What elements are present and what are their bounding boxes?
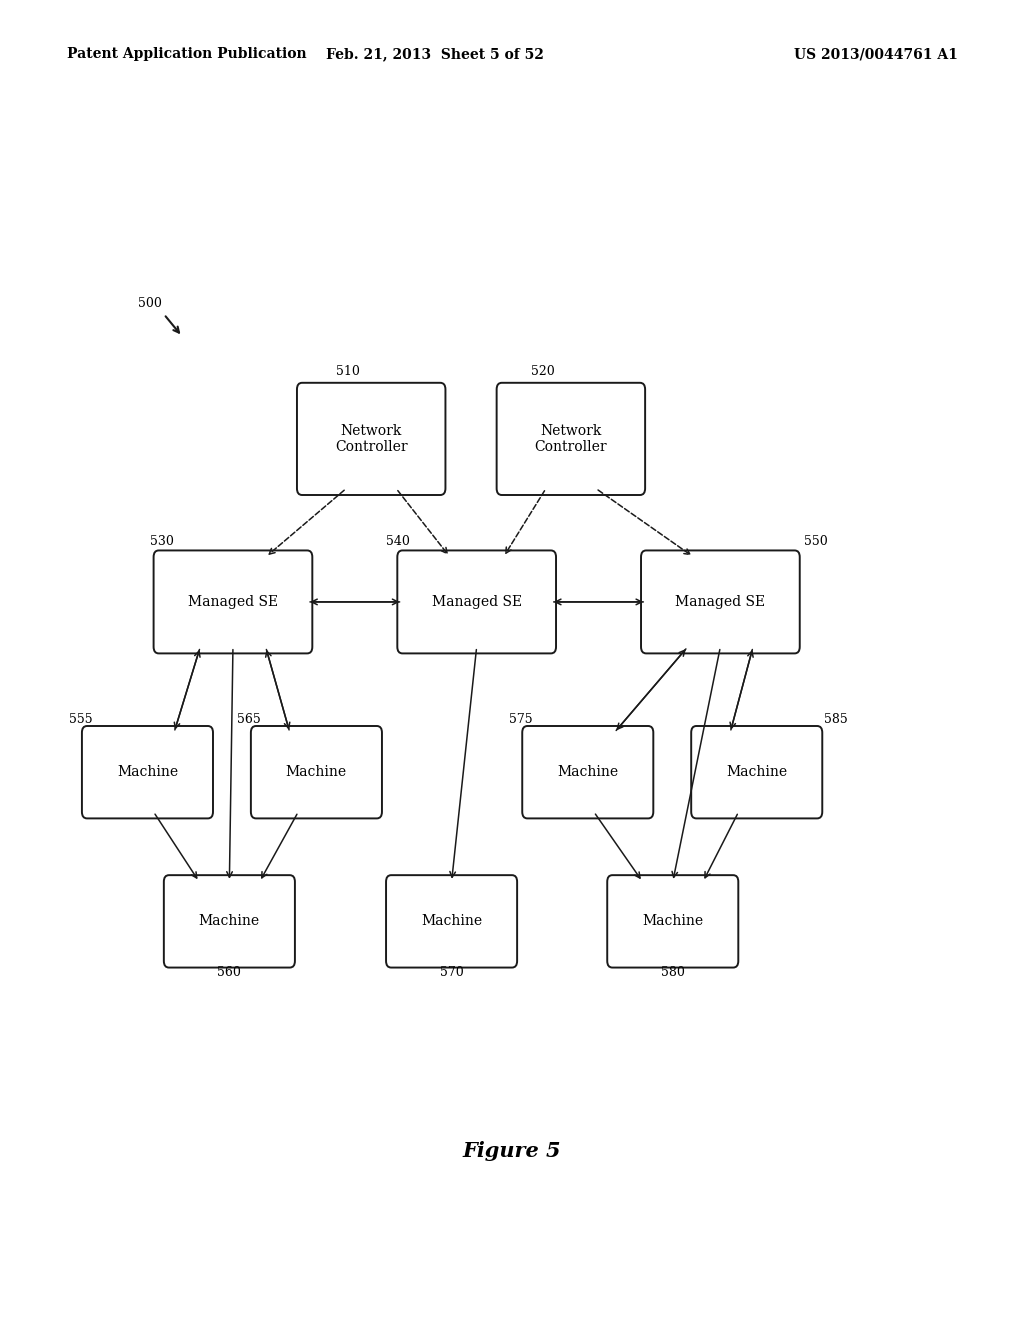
Text: 580: 580	[660, 966, 685, 979]
Text: Machine: Machine	[421, 915, 482, 928]
FancyBboxPatch shape	[522, 726, 653, 818]
FancyBboxPatch shape	[397, 550, 556, 653]
Text: Machine: Machine	[199, 915, 260, 928]
Text: 540: 540	[386, 535, 410, 548]
FancyBboxPatch shape	[641, 550, 800, 653]
FancyBboxPatch shape	[154, 550, 312, 653]
FancyBboxPatch shape	[82, 726, 213, 818]
FancyBboxPatch shape	[164, 875, 295, 968]
Text: Feb. 21, 2013  Sheet 5 of 52: Feb. 21, 2013 Sheet 5 of 52	[327, 48, 544, 61]
FancyBboxPatch shape	[386, 875, 517, 968]
Text: 550: 550	[804, 535, 827, 548]
Text: Patent Application Publication: Patent Application Publication	[67, 48, 306, 61]
Text: 560: 560	[217, 966, 242, 979]
FancyBboxPatch shape	[607, 875, 738, 968]
Text: 500: 500	[138, 297, 162, 310]
Text: 555: 555	[69, 713, 92, 726]
Text: Machine: Machine	[726, 766, 787, 779]
Text: 520: 520	[530, 364, 555, 378]
Text: Managed SE: Managed SE	[675, 595, 766, 609]
FancyBboxPatch shape	[497, 383, 645, 495]
Text: 530: 530	[151, 535, 174, 548]
Text: Machine: Machine	[117, 766, 178, 779]
Text: 585: 585	[824, 713, 848, 726]
Text: 565: 565	[238, 713, 261, 726]
Text: US 2013/0044761 A1: US 2013/0044761 A1	[794, 48, 957, 61]
Text: Machine: Machine	[557, 766, 618, 779]
FancyBboxPatch shape	[297, 383, 445, 495]
FancyBboxPatch shape	[691, 726, 822, 818]
Text: 510: 510	[336, 364, 360, 378]
Text: 575: 575	[509, 713, 532, 726]
Text: Machine: Machine	[642, 915, 703, 928]
Text: Figure 5: Figure 5	[463, 1140, 561, 1162]
Text: Machine: Machine	[286, 766, 347, 779]
Text: Managed SE: Managed SE	[187, 595, 279, 609]
Text: Network
Controller: Network Controller	[335, 424, 408, 454]
FancyBboxPatch shape	[251, 726, 382, 818]
Text: Network
Controller: Network Controller	[535, 424, 607, 454]
Text: Managed SE: Managed SE	[431, 595, 522, 609]
Text: 570: 570	[439, 966, 464, 979]
